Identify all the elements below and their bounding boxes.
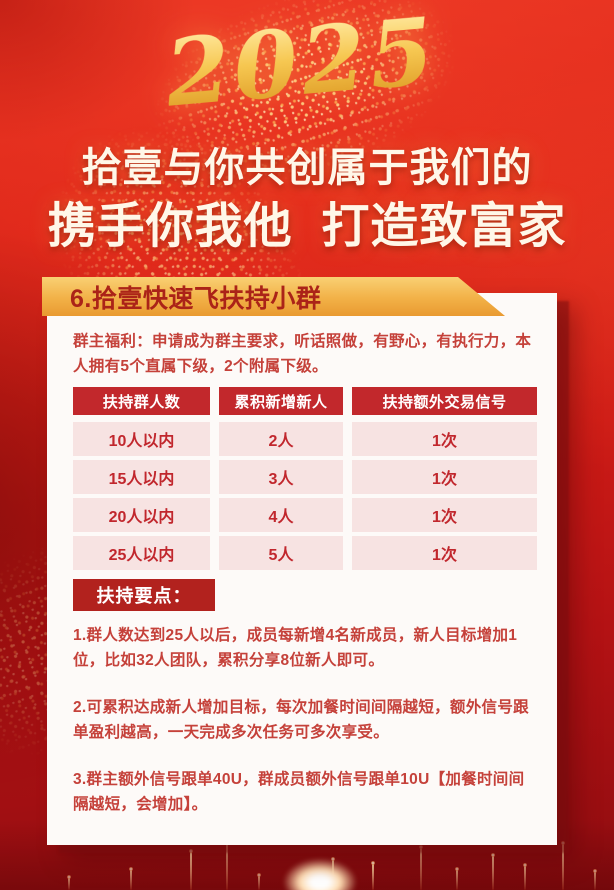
section-title: 6.拾壹快速飞扶持小群 — [70, 284, 322, 313]
light-streak — [67, 875, 71, 890]
light-streak — [593, 869, 597, 890]
table-cell: 25人以内 — [73, 536, 210, 570]
headline-line1: 拾壹与你共创属于我们的 — [81, 146, 533, 190]
table-cell: 10人以内 — [73, 422, 210, 456]
light-streak — [189, 849, 193, 890]
key-point-1: 1.群人数达到25人以后，成员每新增4名新成员，新人目标增加1位，比如32人团队… — [73, 627, 518, 669]
key-point-3: 3.群主额外信号跟单40U，群成员额外信号跟单10U【加餐时间间隔越短，会增加】… — [73, 771, 525, 813]
table-header-extra-signal: 扶持额外交易信号 — [352, 387, 537, 415]
group-owner-benefit-intro: 群主福利：申请成为群主要求，听话照做，有野心，有执行力，本人拥有5个直属下级，2… — [73, 333, 532, 375]
bottom-glow-decoration — [283, 858, 357, 890]
table-cell: 15人以内 — [73, 460, 210, 494]
section-title-banner: 6.拾壹快速飞扶持小群 — [42, 277, 505, 316]
table-cell: 4人 — [219, 498, 343, 532]
table-header-row: 扶持群人数 累积新增新人 扶持额外交易信号 — [73, 387, 537, 415]
light-streak — [371, 861, 375, 890]
light-streak — [523, 863, 527, 890]
light-streak — [561, 841, 565, 890]
light-streak — [419, 845, 423, 890]
table-cell: 1次 — [352, 422, 537, 456]
table-cell: 20人以内 — [73, 498, 210, 532]
light-streak — [225, 837, 229, 890]
content-card: 群主福利：申请成为群主要求，听话照做，有野心，有执行力，本人拥有5个直属下级，2… — [47, 293, 557, 845]
light-streak — [491, 853, 495, 890]
light-streak — [455, 867, 459, 890]
table-header-new-members: 累积新增新人 — [219, 387, 343, 415]
table-row: 10人以内 2人 1次 — [73, 422, 537, 456]
light-streak — [129, 867, 133, 890]
table-row: 25人以内 5人 1次 — [73, 536, 537, 570]
table-row: 20人以内 4人 1次 — [73, 498, 537, 532]
table-cell: 5人 — [219, 536, 343, 570]
table-cell: 1次 — [352, 498, 537, 532]
table-cell: 3人 — [219, 460, 343, 494]
year-2025-brush-text: 2025 — [161, 0, 442, 128]
headline-line2: 携手你我他 打造致富家 — [47, 200, 567, 253]
table-cell: 1次 — [352, 536, 537, 570]
light-streak — [257, 873, 261, 890]
table-row: 15人以内 3人 1次 — [73, 460, 537, 494]
support-table: 扶持群人数 累积新增新人 扶持额外交易信号 10人以内 2人 1次 15人以内 … — [73, 387, 537, 570]
key-points-badge: 扶持要点： — [73, 579, 215, 611]
table-header-group-size: 扶持群人数 — [73, 387, 210, 415]
table-cell: 1次 — [352, 460, 537, 494]
key-point-2: 2.可累积达成新人增加目标，每次加餐时间间隔越短，额外信号跟单盈利越高，一天完成… — [73, 699, 529, 741]
table-cell: 2人 — [219, 422, 343, 456]
